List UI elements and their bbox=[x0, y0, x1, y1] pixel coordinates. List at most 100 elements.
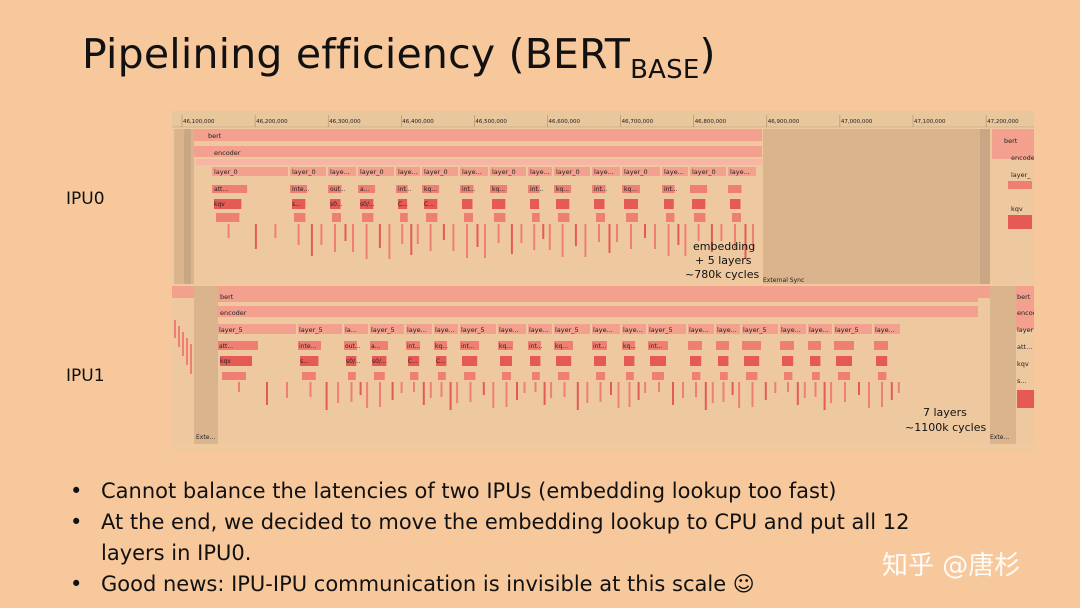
ipu0-op-block bbox=[664, 199, 674, 209]
ipu0-sync-area bbox=[763, 129, 980, 284]
ipu0-op-block bbox=[332, 213, 341, 222]
ipu0-spike bbox=[630, 224, 632, 249]
ipu1-fringe bbox=[190, 344, 192, 374]
ipu1-spike bbox=[830, 382, 833, 403]
ipu0-op-block bbox=[596, 213, 605, 222]
ipu0-sub-block bbox=[290, 185, 308, 193]
ipu1-sub-block bbox=[808, 341, 821, 350]
ipu1-fringe bbox=[182, 332, 184, 356]
ipu1-layer-label: layer_5 bbox=[371, 326, 395, 334]
ipu0-layer-block bbox=[690, 167, 726, 176]
ipu1-spike bbox=[429, 382, 432, 398]
ipu0-sub-label: int... bbox=[398, 186, 412, 193]
ipu0-spike bbox=[533, 224, 536, 250]
ipu0-spike bbox=[378, 224, 381, 248]
ipu0-op-block bbox=[624, 199, 638, 209]
ipu0-sub-block bbox=[212, 185, 248, 193]
ipu1-op-block bbox=[744, 356, 760, 366]
ipu1-layer-label: laye... bbox=[435, 326, 455, 334]
ipu0-op-block bbox=[216, 213, 240, 222]
ipu0-op-block bbox=[464, 213, 473, 222]
ipu1-spike bbox=[543, 382, 546, 405]
ipu0-spike bbox=[734, 224, 736, 248]
ipu0-layer-label: laye... bbox=[530, 168, 550, 176]
ipu1-spike bbox=[682, 382, 684, 398]
ipu1-layer-block bbox=[716, 324, 740, 334]
ipu1-op-block bbox=[624, 356, 635, 366]
ipu1-spike bbox=[505, 382, 508, 407]
ipu1-spike bbox=[796, 382, 799, 405]
ipu1-spike bbox=[449, 382, 452, 410]
ipu0-edge-label: kqv bbox=[1011, 205, 1023, 213]
ipu1-layer-block bbox=[688, 324, 714, 334]
ipu0-sub-block bbox=[728, 185, 742, 193]
ipu1-sub-block bbox=[298, 341, 321, 350]
ipu1-spike bbox=[658, 382, 660, 392]
ipu0-layer-label: layer_0 bbox=[214, 168, 238, 176]
ipu1-edge-band bbox=[1016, 290, 1034, 330]
ipu1-spike bbox=[868, 382, 870, 408]
ipu0-op-block bbox=[532, 213, 540, 222]
bullet-item: • Cannot balance the latencies of two IP… bbox=[70, 476, 909, 507]
ipu1-layer-block bbox=[742, 324, 778, 334]
ipu1-layer-block bbox=[554, 324, 590, 334]
ipu1-op-label: C... bbox=[436, 358, 446, 365]
ipu1-spike bbox=[350, 382, 353, 402]
ipu1-spike bbox=[523, 382, 526, 393]
ipu0-layer-label: layer_0 bbox=[292, 168, 316, 176]
ipu0-spike bbox=[365, 224, 368, 259]
ipu0-sub-block bbox=[328, 185, 342, 193]
ipu0-op-block bbox=[360, 199, 374, 209]
ipu1-spike bbox=[337, 382, 340, 403]
ipu1-spike bbox=[440, 382, 443, 397]
ipu0-op-label: C... bbox=[424, 201, 434, 208]
profiler-trace-view[interactable]: 46,100,000 46,200,000 46,300,000 46,400,000… bbox=[172, 111, 1034, 452]
ipu0-sub-block bbox=[592, 185, 606, 193]
ruler-tick-label: 46,500,000 bbox=[475, 119, 507, 125]
ipu0-sub-label: kq... bbox=[424, 186, 437, 193]
ipu1-spike bbox=[516, 382, 518, 400]
ipu0-op-block bbox=[492, 199, 506, 209]
ipu1-sub-label: att... bbox=[219, 343, 233, 350]
ipu1-layer-block bbox=[528, 324, 552, 334]
ipu1-op-block bbox=[438, 372, 446, 380]
ipu0-spike bbox=[254, 224, 257, 249]
ipu0-layer-block bbox=[422, 167, 458, 176]
ipu0-layer-block bbox=[212, 167, 288, 176]
ipu1-op-block bbox=[462, 356, 478, 366]
ipu1-spike bbox=[738, 382, 741, 408]
ipu1-layer-label: layer_5 bbox=[219, 326, 243, 334]
ipu1-spike bbox=[469, 382, 472, 402]
ipu1-spike bbox=[731, 382, 734, 395]
ipu0-annot-line: + 5 layers bbox=[695, 254, 752, 267]
ipu1-sub-block bbox=[344, 341, 357, 350]
ipu0-op-label: s... bbox=[292, 201, 301, 208]
ipu1-edge-block bbox=[1017, 390, 1034, 408]
ruler-tick-label: 46,100,000 bbox=[183, 119, 215, 125]
ipu1-sub-block bbox=[780, 341, 794, 350]
ipu1-spike bbox=[803, 382, 806, 398]
ruler-tick-label: 47,100,000 bbox=[914, 119, 946, 125]
ipu0-sub-label: a... bbox=[360, 186, 369, 193]
ipu0-edge-label: encoder bbox=[1011, 154, 1034, 162]
ipu1-bert-label: bert bbox=[220, 293, 234, 301]
ipu1-op-block bbox=[408, 356, 420, 366]
ipu1-sub-block bbox=[874, 341, 888, 350]
bullet-text: Cannot balance the latencies of two IPUs… bbox=[101, 479, 837, 503]
ipu1-op-label: s0/... bbox=[372, 358, 387, 365]
ipu1-bert-band bbox=[218, 290, 978, 302]
ipu1-sub-block bbox=[498, 341, 513, 350]
ipu1-idle-left bbox=[194, 286, 218, 444]
ipu1-annot-line: ~1100k cycles bbox=[905, 421, 987, 434]
ipu1-spike bbox=[586, 382, 589, 403]
ipu1-op-block bbox=[300, 356, 319, 366]
ipu1-layer-label: laye... bbox=[809, 326, 829, 334]
ipu0-sub-label: kq... bbox=[556, 186, 569, 193]
ipu1-spike bbox=[617, 382, 620, 408]
ipu0-op-block bbox=[362, 213, 374, 222]
ipu1-spike bbox=[391, 382, 394, 400]
ipu0-op-block bbox=[626, 213, 638, 222]
ipu0-layer-block bbox=[662, 167, 688, 176]
ipu1-op-block bbox=[302, 372, 316, 380]
ipu1-edge-label: att... bbox=[1017, 343, 1032, 351]
